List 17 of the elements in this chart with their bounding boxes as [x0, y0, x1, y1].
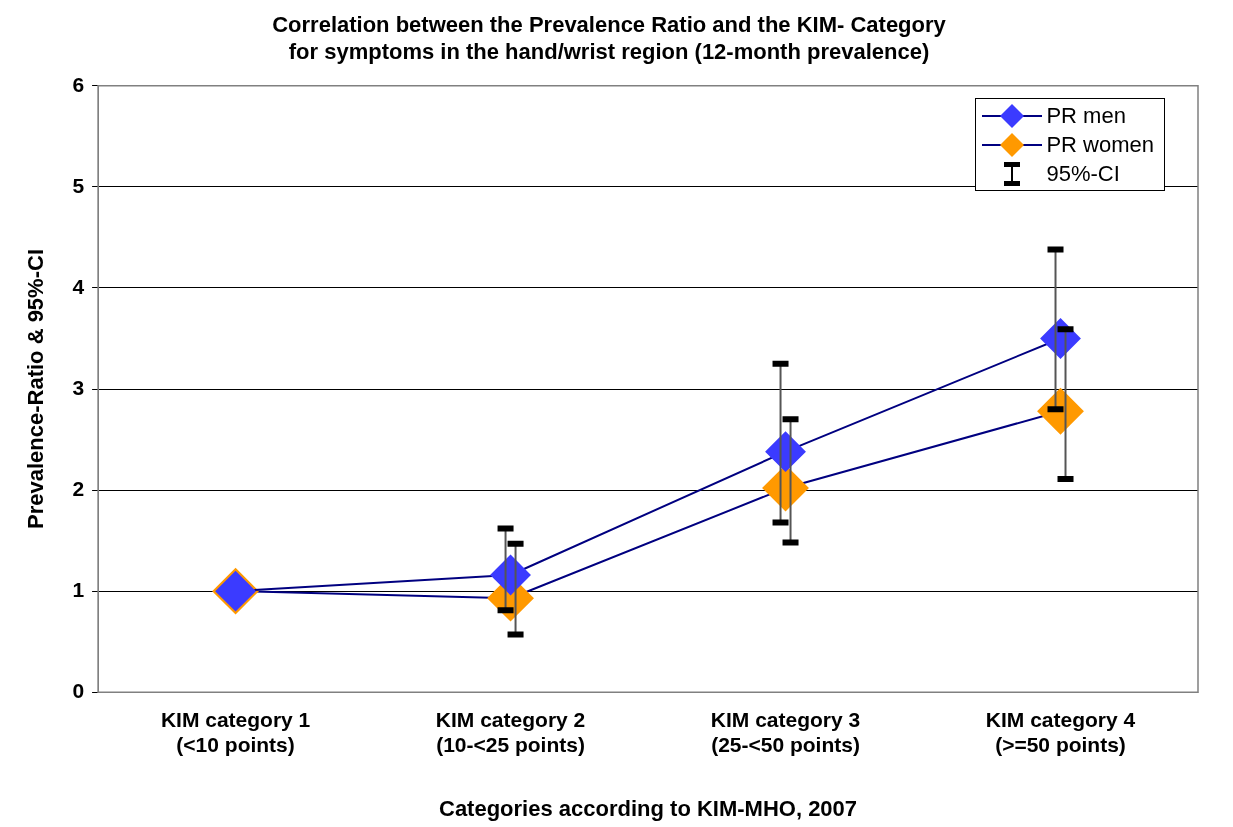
- legend-label: PR men: [1046, 102, 1126, 129]
- x-tick-label: KIM category 1 (<10 points): [160, 707, 311, 756]
- x-tick-label: KIM category 2 (10-<25 points): [435, 707, 586, 756]
- x-tick-label: KIM category 4 (>=50 points): [985, 707, 1136, 756]
- y-tick-label: 0: [72, 679, 85, 702]
- chart-title: Correlation between the Prevalence Ratio and the KIM- Category for symptoms in the hand/wrist region (12-month prevalence): [272, 12, 947, 64]
- x-axis-title: Categories according to KIM-MHO, 2007: [438, 795, 858, 821]
- y-tick-label: 6: [72, 72, 85, 96]
- y-tick-label: 4: [72, 274, 85, 298]
- legend-label: PR women: [1046, 131, 1154, 158]
- y-axis-title: Prevalence-Ratio & 95%-CI: [23, 249, 49, 529]
- y-tick-label: 2: [72, 476, 85, 500]
- y-tick-label: 3: [72, 375, 85, 399]
- annotation: 95%-CI: [1046, 160, 1120, 187]
- y-tick-label: 5: [72, 173, 85, 197]
- y-tick-label: 1: [72, 577, 85, 601]
- x-tick-label: KIM category 3 (25-<50 points): [710, 707, 861, 756]
